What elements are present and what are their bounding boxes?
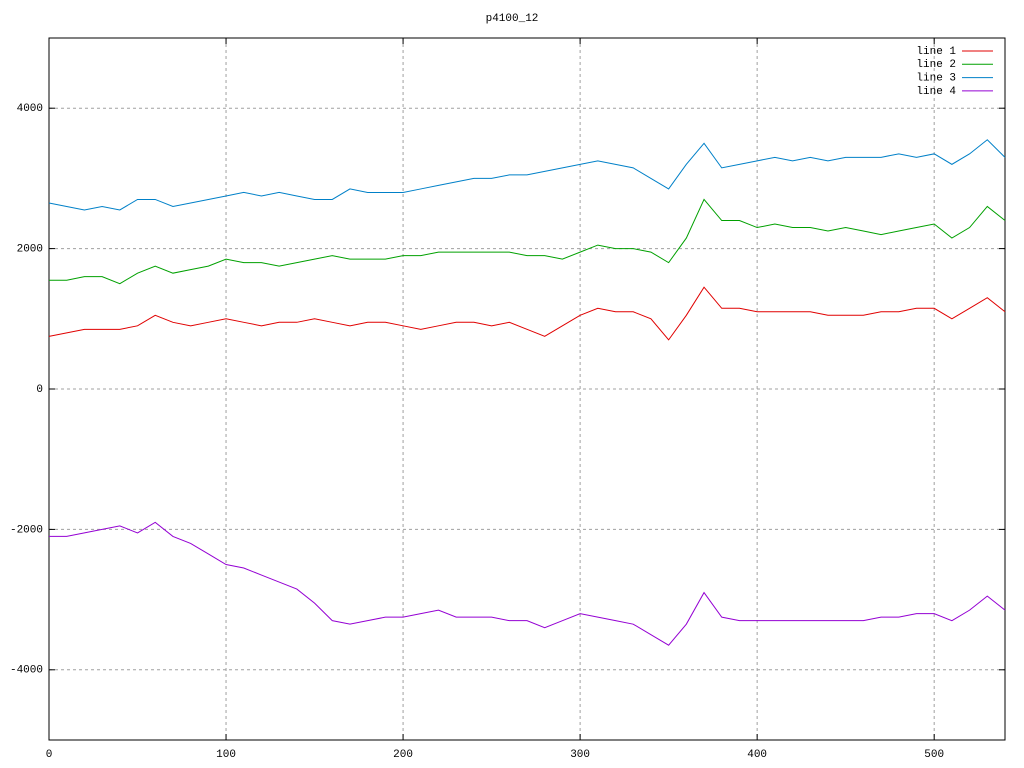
legend-label: line 1: [916, 46, 956, 58]
y-tick-label: 4000: [17, 103, 43, 115]
x-tick-label: 100: [216, 749, 236, 761]
x-tick-label: 300: [570, 749, 590, 761]
legend-label: line 3: [916, 73, 956, 85]
x-tick-label: 0: [46, 749, 53, 761]
y-tick-label: 2000: [17, 244, 43, 256]
series-line: [48, 286, 1006, 341]
y-tick-label: -4000: [10, 665, 43, 677]
x-tick-label: 400: [747, 749, 767, 761]
chart-title: p4100_12: [486, 13, 539, 25]
plot-frame: [48, 37, 1006, 741]
x-tick-label: 500: [924, 749, 944, 761]
series-line: [49, 521, 1006, 646]
series-line: [49, 198, 1006, 285]
legend-label: line 2: [916, 59, 956, 71]
series-line: [48, 139, 1006, 211]
legend-label: line 4: [916, 86, 956, 98]
y-tick-label: 0: [36, 384, 43, 396]
y-tick-label: -2000: [10, 524, 43, 536]
x-tick-label: 200: [393, 749, 413, 761]
